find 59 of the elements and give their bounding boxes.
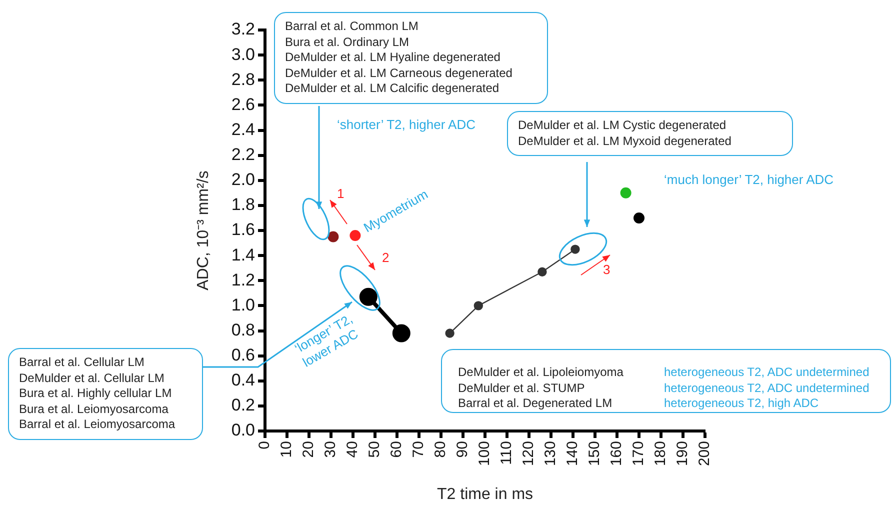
x-tick-label: 20 [300,441,318,458]
y-tick-label: 2.8 [231,70,255,89]
point [445,328,454,338]
x-tick-label: 100 [476,441,494,466]
x-tick-label: 140 [564,441,582,466]
y-tick-label: 0.6 [231,346,255,364]
point [538,267,547,276]
x-tick-label: 150 [586,441,604,466]
x-tick-label: 170 [630,441,648,466]
annotation: heterogeneous T2, ADC undetermined heterogeneous T2, ADC undetermined heterogeneous T2, high ADC [664,365,870,412]
point [570,244,580,254]
y-tick-label: 3.0 [231,44,255,64]
point [350,230,361,242]
y-tick-label: 0.8 [231,320,255,340]
x-tick-label: 130 [542,441,560,466]
x-tick-label: 160 [608,441,626,466]
annotation: DeMulder et al. LM Cystic degenerated DeMulder et al. LM Myxoid degenerated [507,111,793,156]
point [634,212,644,224]
x-tick-label: 50 [366,441,384,458]
y-tick-label: 1.0 [231,295,255,314]
point [328,231,339,242]
x-tick-label: 120 [520,441,538,466]
annotation: 1 [337,186,344,202]
x-tick-label: 80 [432,441,450,458]
point [620,187,632,198]
y-tick-label: 0.0 [231,420,255,440]
annotation: ‘much longer’ T2, higher ADC [664,172,834,188]
annotation: 2 [382,250,390,266]
y-tick-label: 2.4 [231,120,255,139]
y-tick-label: 1.6 [231,220,255,240]
y-tick-label: 2.2 [231,145,255,164]
x-tick-label: 90 [454,441,472,458]
y-tick-label: 1.8 [231,195,255,214]
x-tick-label: 200 [696,441,714,466]
annotation: Barral et al. Common LM Bura et al. Ordinary LM DeMulder et al. LM Hyaline degenerated DeMulder et al. LM Carneous degenerated DeMulder et al. LM Calcific degenerated [274,12,548,104]
annotation: 3 [603,262,610,278]
x-tick-label: 60 [388,441,406,458]
y-tick-label: 3.2 [231,20,255,39]
annotation: DeMulder et al. Lipoleiomyoma DeMulder et al. STUMP Barral et al. Degenerated LM [458,365,624,410]
point [474,301,483,310]
x-tick-label: 40 [344,441,362,458]
x-tick-label: 190 [674,441,692,466]
y-tick-label: 1.4 [231,245,255,264]
x-tick-label: 0 [256,441,274,450]
point [392,324,410,342]
text: Barral et al. Cellular LM DeMulder et al. Cellular LM Bura et al. Highly cellular LM Bura et al. Leiomyosarcoma Barral et al. Leiomyosarcoma [8,348,203,440]
y-tick-label: 0.4 [231,370,255,390]
x-tick-label: 180 [652,441,670,466]
x-tick-label: 70 [410,441,428,458]
x-tick-label: 110 [498,441,516,465]
x-tick-label: 10 [278,441,296,458]
y-axis-title: ADC, 10⁻³ mm²/s [195,170,212,290]
y-tick-label: 2.6 [231,94,255,114]
y-tick-label: 1.2 [231,270,255,290]
y-tick-label: 2.0 [231,170,255,190]
x-tick-label: 30 [322,441,340,458]
x-axis-title: T2 time in ms [436,486,534,503]
annotation: ‘shorter’ T2, higher ADC [337,117,476,133]
y-tick-label: 0.2 [231,396,255,415]
